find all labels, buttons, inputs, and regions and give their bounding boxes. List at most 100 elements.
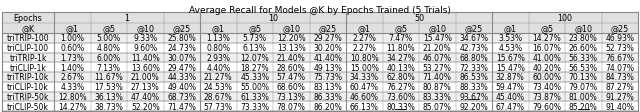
Text: 34.67%: 34.67% [460,34,488,43]
Text: 70.13%: 70.13% [569,73,598,82]
Text: 84.73%: 84.73% [605,73,634,82]
Bar [2,72,638,82]
Text: Average Recall for Models @K by Epochs Trained (5 Trials): Average Recall for Models @K by Epochs T… [189,6,451,15]
Text: 60.00%: 60.00% [532,73,561,82]
Text: 11.80%: 11.80% [387,44,415,53]
Text: @5: @5 [248,24,261,33]
Text: triCLIP-1k: triCLIP-1k [10,63,47,72]
Text: 42.73%: 42.73% [460,44,488,53]
Text: 79.60%: 79.60% [532,102,561,111]
Text: 46.93%: 46.93% [605,34,634,43]
Text: 46.07%: 46.07% [423,53,452,62]
Text: 4.80%: 4.80% [97,44,121,53]
Text: 12.20%: 12.20% [277,34,305,43]
Bar [2,92,638,101]
Bar [2,24,638,34]
Text: 10.80%: 10.80% [350,53,379,62]
Text: 74.07%: 74.07% [605,63,634,72]
Text: @10: @10 [136,24,154,33]
Text: 61.33%: 61.33% [240,92,269,101]
Text: 56.53%: 56.53% [569,63,598,72]
Text: 45.40%: 45.40% [496,92,525,101]
Text: triCLIP-10k: triCLIP-10k [7,82,49,91]
Text: triTRIP-10k: triTRIP-10k [7,73,49,82]
Text: 28.60%: 28.60% [277,63,306,72]
Text: 2.27%: 2.27% [352,34,376,43]
Text: triTRIP-100: triTRIP-100 [6,34,49,43]
Text: 7.47%: 7.47% [388,34,413,43]
Text: 52.73%: 52.73% [605,44,634,53]
Text: 10: 10 [268,14,278,23]
Bar [2,13,638,24]
Text: 81.00%: 81.00% [569,92,598,101]
Text: 18.27%: 18.27% [241,63,269,72]
Text: 44.33%: 44.33% [167,73,196,82]
Text: 75.73%: 75.73% [313,73,342,82]
Text: 49.13%: 49.13% [314,63,342,72]
Text: 25.80%: 25.80% [168,34,196,43]
Text: 5.00%: 5.00% [97,34,121,43]
Text: 57.47%: 57.47% [276,73,306,82]
Text: 92.20%: 92.20% [460,102,488,111]
Text: 88.33%: 88.33% [460,82,488,91]
Text: 73.13%: 73.13% [277,92,306,101]
Text: 80.33%: 80.33% [387,102,415,111]
Text: 2.93%: 2.93% [206,53,230,62]
Text: 9.60%: 9.60% [133,44,157,53]
Text: 86.20%: 86.20% [314,102,342,111]
Bar [2,34,638,43]
Text: @K: @K [21,24,35,33]
Text: 66.13%: 66.13% [350,102,379,111]
Text: 80.87%: 80.87% [423,82,452,91]
Text: 85.07%: 85.07% [423,102,452,111]
Text: 14.27%: 14.27% [532,34,561,43]
Text: 29.27%: 29.27% [314,34,342,43]
Text: 2.27%: 2.27% [352,44,376,53]
Text: 34.33%: 34.33% [349,73,379,82]
Text: 60.47%: 60.47% [349,82,379,91]
Text: @1: @1 [358,24,371,33]
Text: 91.40%: 91.40% [605,102,634,111]
Text: 21.40%: 21.40% [277,53,306,62]
Text: @1: @1 [212,24,225,33]
Bar [2,82,638,92]
Text: 6.13%: 6.13% [243,44,267,53]
Text: 100: 100 [557,14,573,23]
Text: 83.13%: 83.13% [314,82,342,91]
Text: 40.20%: 40.20% [532,63,561,72]
Text: 14.27%: 14.27% [58,102,86,111]
Text: triTRIP-1k: triTRIP-1k [10,53,47,62]
Text: 79.07%: 79.07% [569,82,598,91]
Text: 21.27%: 21.27% [204,73,232,82]
Text: 87.27%: 87.27% [605,82,634,91]
Text: 5.73%: 5.73% [243,34,267,43]
Text: 7.13%: 7.13% [97,63,121,72]
Text: 3.53%: 3.53% [498,34,522,43]
Text: 32.87%: 32.87% [496,73,525,82]
Text: 24.73%: 24.73% [167,44,196,53]
Text: 0.80%: 0.80% [206,44,230,53]
Text: 13.13%: 13.13% [277,44,306,53]
Text: 12.07%: 12.07% [241,53,269,62]
Text: 50: 50 [414,14,424,23]
Text: 45.33%: 45.33% [240,73,269,82]
Text: 47.40%: 47.40% [131,92,160,101]
Text: 1.40%: 1.40% [60,63,84,72]
Text: 86.53%: 86.53% [460,73,488,82]
Text: 21.20%: 21.20% [423,44,452,53]
Bar [2,53,638,63]
Text: @10: @10 [428,24,446,33]
Text: 0.60%: 0.60% [60,44,84,53]
Text: 73.40%: 73.40% [532,82,561,91]
Text: 23.80%: 23.80% [569,34,598,43]
Text: 36.13%: 36.13% [94,92,123,101]
Text: triCLIP-100: triCLIP-100 [7,44,49,53]
Text: @25: @25 [611,24,629,33]
Text: 15.47%: 15.47% [423,34,452,43]
Text: 78.07%: 78.07% [277,102,306,111]
Text: 73.33%: 73.33% [240,102,269,111]
Text: 9.33%: 9.33% [133,34,157,43]
Text: 4.33%: 4.33% [60,82,84,91]
Text: 1.73%: 1.73% [60,53,84,62]
Text: 76.67%: 76.67% [605,53,634,62]
